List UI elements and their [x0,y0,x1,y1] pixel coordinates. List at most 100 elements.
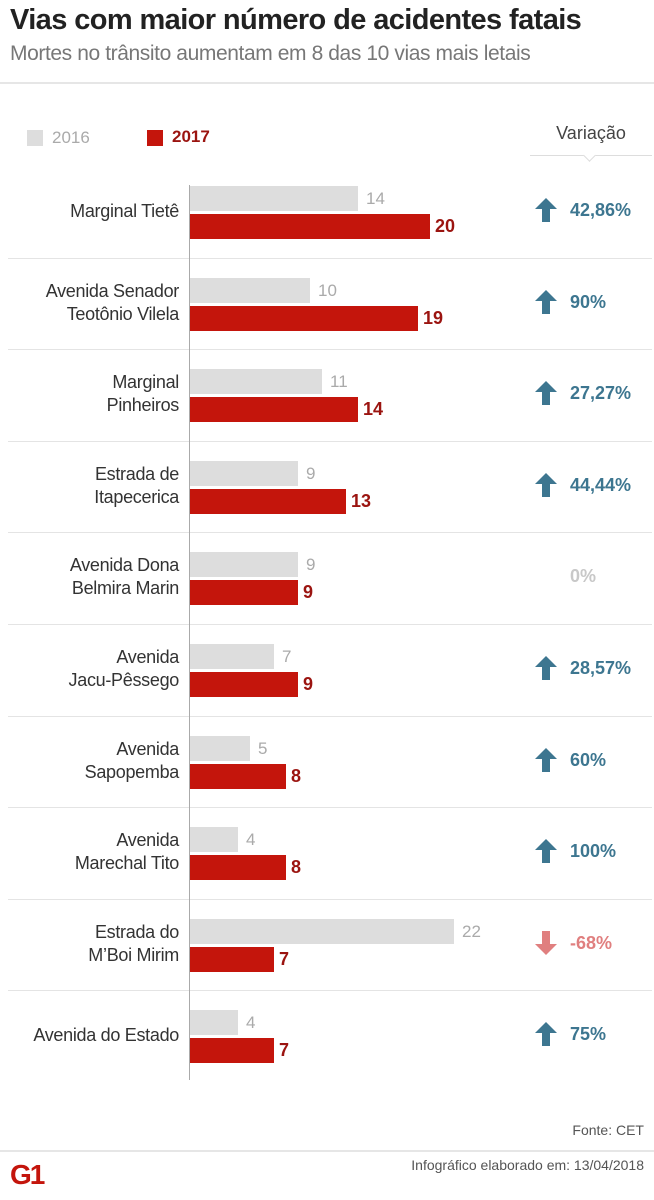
value-label-2017: 8 [291,765,302,786]
arrow-up-icon [535,472,557,497]
bar-2017 [190,214,430,239]
category-label: Avenida Sapopemba [84,738,180,784]
arrow-up-icon [535,381,557,406]
category-label: Marginal Pinheiros [106,371,180,417]
variation-value: 60% [570,749,607,770]
bar-2016 [190,1010,238,1036]
value-label-2017: 13 [351,490,372,511]
arrow-up-icon [535,656,557,680]
value-label-2016: 7 [282,647,292,666]
variation-value: 75% [570,1024,607,1045]
bar-2016 [190,735,250,761]
row-separator [8,898,652,900]
value-label-2016: 22 [462,921,481,941]
value-label-2017: 9 [303,582,314,603]
category-label: Avenida Dona Belmira Marin [70,554,179,600]
legend-label-2016: 2016 [52,128,90,147]
category-label-line: Belmira Marin [71,578,179,599]
row-separator [8,257,652,259]
bar-2016 [190,918,454,944]
category-label: Avenida Jacu-Pêssego [68,646,180,692]
category-label-line: Pinheiros [106,395,180,416]
bar-2016 [190,186,358,211]
source-note: Fonte: CET [572,1122,644,1138]
category-label-line: Avenida [116,830,179,851]
arrow-up-icon [535,747,557,772]
arrow-up-icon [535,198,557,222]
bar-2017 [190,763,286,789]
category-label-line: Sapopemba [84,761,180,782]
category-label-line: Estrada de [94,463,179,484]
arrow-down-icon [535,930,557,955]
value-label-2016: 14 [366,189,385,208]
value-label-2017: 20 [435,216,456,236]
row-separator [8,532,652,534]
bar-2017 [190,855,286,881]
category-label: Estrada de Itapecerica [94,463,179,509]
legend-swatch-2016 [27,130,43,146]
bar-2016 [190,369,322,395]
category-label-line: Avenida Dona [69,555,179,576]
variation-value: 44,44% [570,474,632,495]
g1-logo: G1 [10,1159,52,1191]
value-label-2016: 9 [306,463,316,483]
category-label-line: M’Boi Mirim [88,944,179,965]
category-label-line: Avenida [116,647,179,667]
value-label-2016: 9 [306,555,316,575]
category-label: Avenida Marechal Tito [75,829,179,875]
value-label-2017: 9 [303,674,314,694]
arrow-up-icon [535,839,557,864]
bar-2017 [190,580,298,606]
category-label-line: Teotônio Vilela [66,303,180,324]
variation-value: 0% [570,566,597,587]
variation-value: 42,86% [570,200,632,220]
value-label-2016: 4 [246,830,256,850]
row-separator [8,440,652,442]
chart-title: Vias com maior número de acidentes fatai… [10,4,582,36]
value-label-2017: 7 [279,1040,290,1061]
category-label-line: Avenida [116,738,179,759]
credit-note: Infográfico elaborado em: 13/04/2018 [411,1157,644,1173]
category-label-line: Marginal [112,372,179,393]
category-label: Estrada do M’Boi Mirim [88,921,179,967]
variation-value: -68% [570,932,613,953]
variation-value: 27,27% [570,383,632,404]
svg-text:G1: G1 [10,1160,45,1186]
value-label-2017: 14 [363,399,384,420]
value-label-2016: 5 [258,738,268,758]
bar-2016 [190,552,298,578]
bar-2017 [190,946,274,972]
variation-header: Variação [556,123,626,143]
category-label-line: Jacu-Pêssego [68,670,180,690]
value-label-2016: 10 [318,280,337,300]
category-label-line: Marechal Tito [74,853,179,874]
value-label-2017: 7 [279,948,290,969]
divider [0,1150,654,1152]
value-label-2016: 4 [246,1013,256,1033]
row-separator [8,715,652,717]
bar-2017 [190,1038,274,1064]
category-label-line: Marginal Tietê [70,200,179,221]
legend-swatch-2017 [147,130,163,146]
category-label: Avenida Senador Teotônio Vilela [46,280,180,326]
value-label-2017: 8 [291,857,302,878]
legend-label-2017: 2017 [172,127,210,146]
bar-2017 [190,488,346,514]
category-label-line: Itapecerica [94,486,179,507]
category-label-line: Estrada do [94,921,179,942]
bar-2016 [190,644,274,669]
variation-value: 28,57% [570,658,632,678]
row-separator [8,349,652,351]
bar-2017 [190,672,298,697]
category-label: Avenida do Estado [33,1024,179,1047]
category-label-line: Avenida do Estado [33,1024,179,1045]
bar-2016 [190,460,298,486]
divider [0,82,654,84]
row-separator [8,624,652,625]
bar-2016 [190,827,238,853]
category-label: Marginal Tietê [70,200,179,223]
row-separator [8,807,652,809]
variation-header-notch [583,149,596,162]
arrow-up-icon [535,1022,557,1047]
bar-2017 [190,397,358,423]
